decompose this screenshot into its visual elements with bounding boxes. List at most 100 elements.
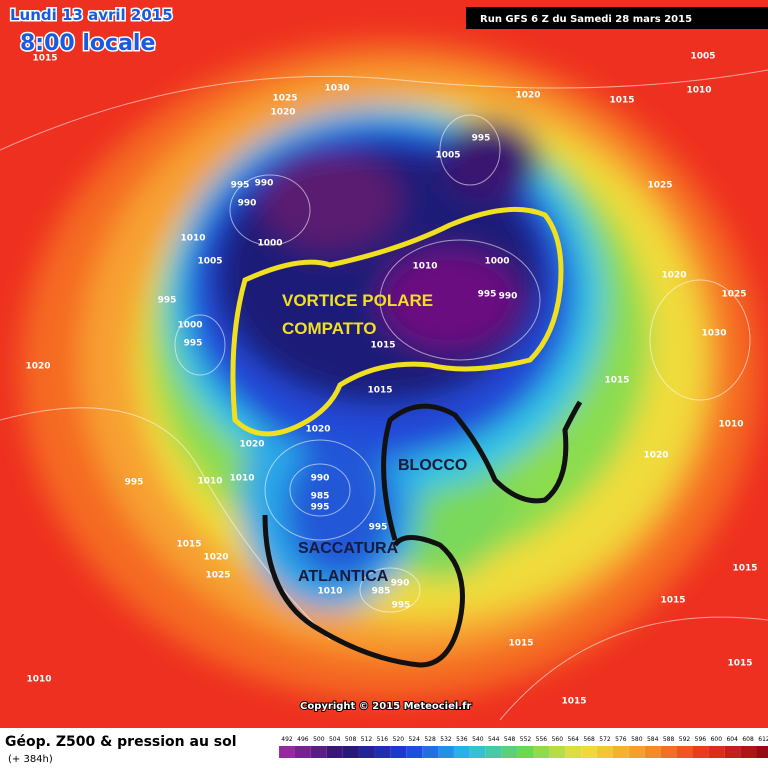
- scale-label: 576: [615, 736, 627, 743]
- scale-cell: [326, 746, 343, 758]
- pressure-label: 1030: [324, 84, 349, 94]
- scale-label: 596: [695, 736, 707, 743]
- scale-cell: [469, 746, 486, 758]
- pressure-label: 990: [255, 179, 274, 189]
- scale-label: 584: [647, 736, 659, 743]
- pressure-label: 990: [311, 474, 330, 484]
- copyright: Copyright © 2015 Meteociel.fr: [300, 701, 471, 712]
- scale-cell: [660, 746, 677, 758]
- pressure-label: 995: [311, 503, 330, 513]
- scale-cell: [342, 746, 359, 758]
- scale-cell: [406, 746, 423, 758]
- scale-label: 568: [583, 736, 595, 743]
- scale-label: 492: [281, 736, 293, 743]
- vortex-outline: [230, 206, 564, 437]
- run-box: [466, 7, 768, 29]
- pressure-label: 1010: [229, 474, 254, 484]
- pressure-label: 995: [231, 181, 250, 191]
- scale-label: 528: [424, 736, 436, 743]
- pressure-label: 985: [311, 492, 330, 502]
- scale-cell: [708, 746, 725, 758]
- scale-cell: [676, 746, 693, 758]
- pressure-label: 1010: [26, 675, 51, 685]
- scale-cell: [310, 746, 327, 758]
- pressure-label: 990: [391, 579, 410, 589]
- block-outline: [381, 400, 583, 541]
- scale-label: 556: [536, 736, 548, 743]
- scale-label: 496: [297, 736, 309, 743]
- scale-label: 588: [663, 736, 675, 743]
- scale-cell: [390, 746, 407, 758]
- pressure-label: 1010: [412, 262, 437, 272]
- time: 8:00 locale: [20, 31, 155, 56]
- date: Lundi 13 avril 2015: [10, 6, 173, 24]
- pressure-label: 1020: [661, 271, 686, 281]
- isobars: [0, 69, 768, 721]
- scale-label: 516: [377, 736, 389, 743]
- pressure-label: 1010: [718, 420, 743, 430]
- scale-label: 560: [552, 736, 564, 743]
- pressure-label: 995: [125, 478, 144, 488]
- pressure-label: 1025: [272, 94, 297, 104]
- pressure-label: 995: [184, 339, 203, 349]
- scale-label: 520: [393, 736, 405, 743]
- run-info: Run GFS 6 Z du Samedi 28 mars 2015: [480, 14, 692, 25]
- pressure-label: 1015: [176, 540, 201, 550]
- pressure-label: 995: [158, 296, 177, 306]
- scale-cell: [422, 746, 439, 758]
- pressure-label: 985: [372, 587, 391, 597]
- pressure-label: 1015: [508, 639, 533, 649]
- pressure-label: 1025: [205, 571, 230, 581]
- pressure-label: 1000: [484, 257, 509, 267]
- pressure-label: 1005: [197, 257, 222, 267]
- scale-cell: [628, 746, 645, 758]
- scale-label: 612: [758, 736, 768, 743]
- scale-cell: [485, 746, 502, 758]
- scale-label: 600: [711, 736, 723, 743]
- scale-label: 540: [472, 736, 484, 743]
- pressure-label: 1025: [647, 181, 672, 191]
- scale-cell: [279, 746, 295, 758]
- scale-label: 548: [504, 736, 516, 743]
- scale-cell: [612, 746, 629, 758]
- annotation: VORTICE POLARE: [282, 291, 433, 310]
- scale-cell: [549, 746, 566, 758]
- pressure-label: 1015: [604, 376, 629, 386]
- scale-cell: [501, 746, 518, 758]
- scale-label: 604: [726, 736, 738, 743]
- color-scale: 492 496 500 504 508 512 516 520 524 528 532 536 540 5…: [279, 736, 768, 758]
- scale-cell: [374, 746, 391, 758]
- pressure-label: 1010: [180, 234, 205, 244]
- scale-cell: [724, 746, 741, 758]
- pressure-label: 990: [499, 292, 518, 302]
- footer-title: Géop. Z500 & pression au sol: [5, 734, 237, 750]
- scale-cell: [565, 746, 582, 758]
- pressure-label: 1015: [660, 596, 685, 606]
- scale-cell: [644, 746, 661, 758]
- scale-label: 504: [329, 736, 341, 743]
- pressure-label: 1015: [561, 697, 586, 707]
- pressure-label: 1010: [686, 86, 711, 96]
- pressure-label: 1005: [690, 52, 715, 62]
- scale-label: 572: [599, 736, 611, 743]
- pressure-label: 1020: [239, 440, 264, 450]
- pressure-label: 1015: [732, 564, 757, 574]
- scale-label: 592: [679, 736, 691, 743]
- scale-label: 500: [313, 736, 325, 743]
- scale-cell: [358, 746, 375, 758]
- pressure-label: 1020: [270, 108, 295, 118]
- pressure-label: 1005: [435, 151, 460, 161]
- scale-cell: [740, 746, 757, 758]
- pressure-label: 1030: [701, 329, 726, 339]
- pressure-label: 1015: [609, 96, 634, 106]
- scale-label: 512: [361, 736, 373, 743]
- scale-cell: [597, 746, 613, 758]
- pressure-label: 1020: [643, 451, 668, 461]
- annotation: COMPATTO: [282, 319, 376, 338]
- pressure-label: 1010: [317, 587, 342, 597]
- pressure-label: 995: [369, 523, 388, 533]
- pressure-label: 995: [392, 601, 411, 611]
- trough-outline: [262, 514, 465, 668]
- pressure-label: 990: [238, 199, 257, 209]
